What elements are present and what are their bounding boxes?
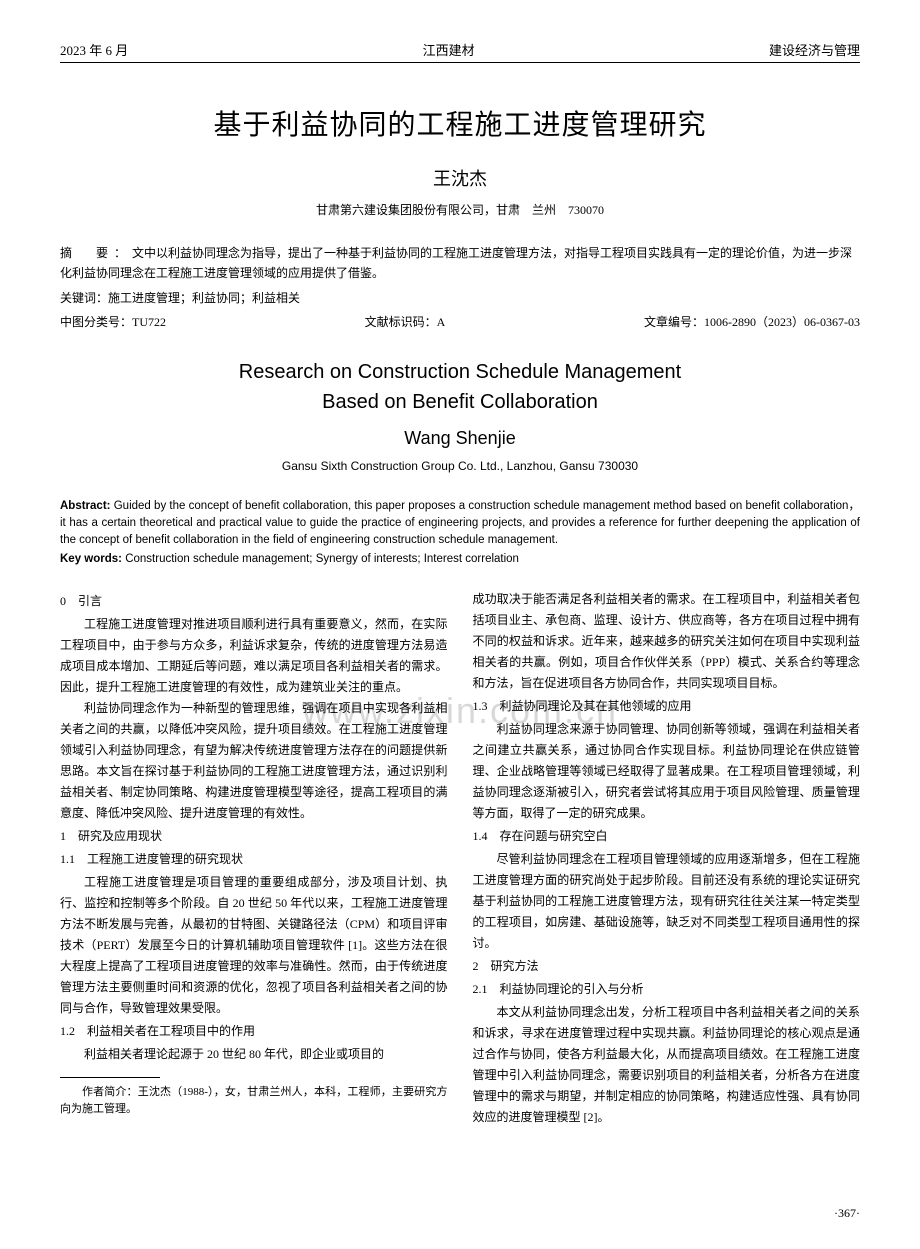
keywords-english: Key words: Construction schedule managem… xyxy=(60,551,860,568)
section-1-3-heading: 1.3 利益协同理论及其在其他领域的应用 xyxy=(473,696,861,717)
intro-para-2: 利益协同理念作为一种新型的管理思维，强调在项目中实现各利益相关者之间的共赢，以降… xyxy=(60,698,448,824)
affiliation-english: Gansu Sixth Construction Group Co. Ltd.,… xyxy=(60,459,860,473)
classification-row: 中图分类号：TU722 文献标识码：A 文章编号：1006-2890（2023）… xyxy=(60,312,860,332)
section-2-1-para: 本文从利益协同理念出发，分析工程项目中各利益相关者之间的关系和诉求，寻求在进度管… xyxy=(473,1002,861,1128)
affiliation-chinese: 甘肃第六建设集团股份有限公司，甘肃 兰州 730070 xyxy=(60,201,860,218)
section-1-2-para: 利益相关者理论起源于 20 世纪 80 年代，即企业或项目的 xyxy=(60,1044,448,1065)
header-right: 建设经济与管理 xyxy=(769,40,860,59)
abstract-cn-text: 文中以利益协同理念为指导，提出了一种基于利益协同的工程施工进度管理方法，对指导工… xyxy=(60,246,852,280)
abstract-cn-label: 摘 要： xyxy=(60,246,132,260)
section-2-heading: 2 研究方法 xyxy=(473,956,861,977)
article-id: 文章编号：1006-2890（2023）06-0367-03 xyxy=(644,312,860,332)
section-1-2-heading: 1.2 利益相关者在工程项目中的作用 xyxy=(60,1021,448,1042)
abstract-english: Abstract: Guided by the concept of benef… xyxy=(60,498,860,550)
section-1-4-heading: 1.4 存在问题与研究空白 xyxy=(473,826,861,847)
author-chinese: 王沈杰 xyxy=(60,165,860,191)
keywords-en-text: Construction schedule management; Synerg… xyxy=(122,553,519,565)
abstract-en-label: Abstract: xyxy=(60,500,110,512)
section-1-1-para: 工程施工进度管理是项目管理的重要组成部分，涉及项目计划、执行、监控和控制等多个阶… xyxy=(60,872,448,1019)
keywords-cn-text: 施工进度管理；利益协同；利益相关 xyxy=(108,291,300,305)
section-1-2-continued: 成功取决于能否满足各利益相关者的需求。在工程项目中，利益相关者包括项目业主、承包… xyxy=(473,589,861,694)
section-2-1-heading: 2.1 利益协同理论的引入与分析 xyxy=(473,979,861,1000)
abstract-en-text: Guided by the concept of benefit collabo… xyxy=(60,500,860,547)
page-number: ·367· xyxy=(834,1206,860,1221)
title-english-line1: Research on Construction Schedule Manage… xyxy=(60,358,860,386)
section-1-1-heading: 1.1 工程施工进度管理的研究现状 xyxy=(60,849,448,870)
keywords-en-label: Key words: xyxy=(60,553,122,565)
abstract-chinese: 摘 要：文中以利益协同理念为指导，提出了一种基于利益协同的工程施工进度管理方法，… xyxy=(60,243,860,284)
running-header: 2023 年 6 月 江西建材 建设经济与管理 xyxy=(60,40,860,63)
footnote-separator xyxy=(60,1077,160,1078)
section-1-4-para: 尽管利益协同理念在工程项目管理领域的应用逐渐增多，但在工程施工进度管理方面的研究… xyxy=(473,849,861,954)
keywords-cn-label: 关键词： xyxy=(60,291,108,305)
body-two-column: 0 引言 工程施工进度管理对推进项目顺利进行具有重要意义，然而，在实际工程项目中… xyxy=(60,589,860,1128)
section-0-heading: 0 引言 xyxy=(60,591,448,612)
document-code: 文献标识码：A xyxy=(365,312,446,332)
author-footnote: 作者简介：王沈杰（1988-），女，甘肃兰州人，本科，工程师，主要研究方向为施工… xyxy=(60,1084,448,1119)
right-column: 成功取决于能否满足各利益相关者的需求。在工程项目中，利益相关者包括项目业主、承包… xyxy=(473,589,861,1128)
header-left: 2023 年 6 月 xyxy=(60,40,128,59)
author-english: Wang Shenjie xyxy=(60,428,860,449)
section-1-heading: 1 研究及应用现状 xyxy=(60,826,448,847)
title-chinese: 基于利益协同的工程施工进度管理研究 xyxy=(60,103,860,143)
clc-number: 中图分类号：TU722 xyxy=(60,312,166,332)
intro-para-1: 工程施工进度管理对推进项目顺利进行具有重要意义，然而，在实际工程项目中，由于参与… xyxy=(60,614,448,698)
keywords-chinese: 关键词：施工进度管理；利益协同；利益相关 xyxy=(60,288,860,308)
left-column: 0 引言 工程施工进度管理对推进项目顺利进行具有重要意义，然而，在实际工程项目中… xyxy=(60,589,448,1128)
header-center: 江西建材 xyxy=(423,40,475,59)
title-english-line2: Based on Benefit Collaboration xyxy=(60,388,860,416)
section-1-3-para: 利益协同理念来源于协同管理、协同创新等领域，强调在利益相关者之间建立共赢关系，通… xyxy=(473,719,861,824)
